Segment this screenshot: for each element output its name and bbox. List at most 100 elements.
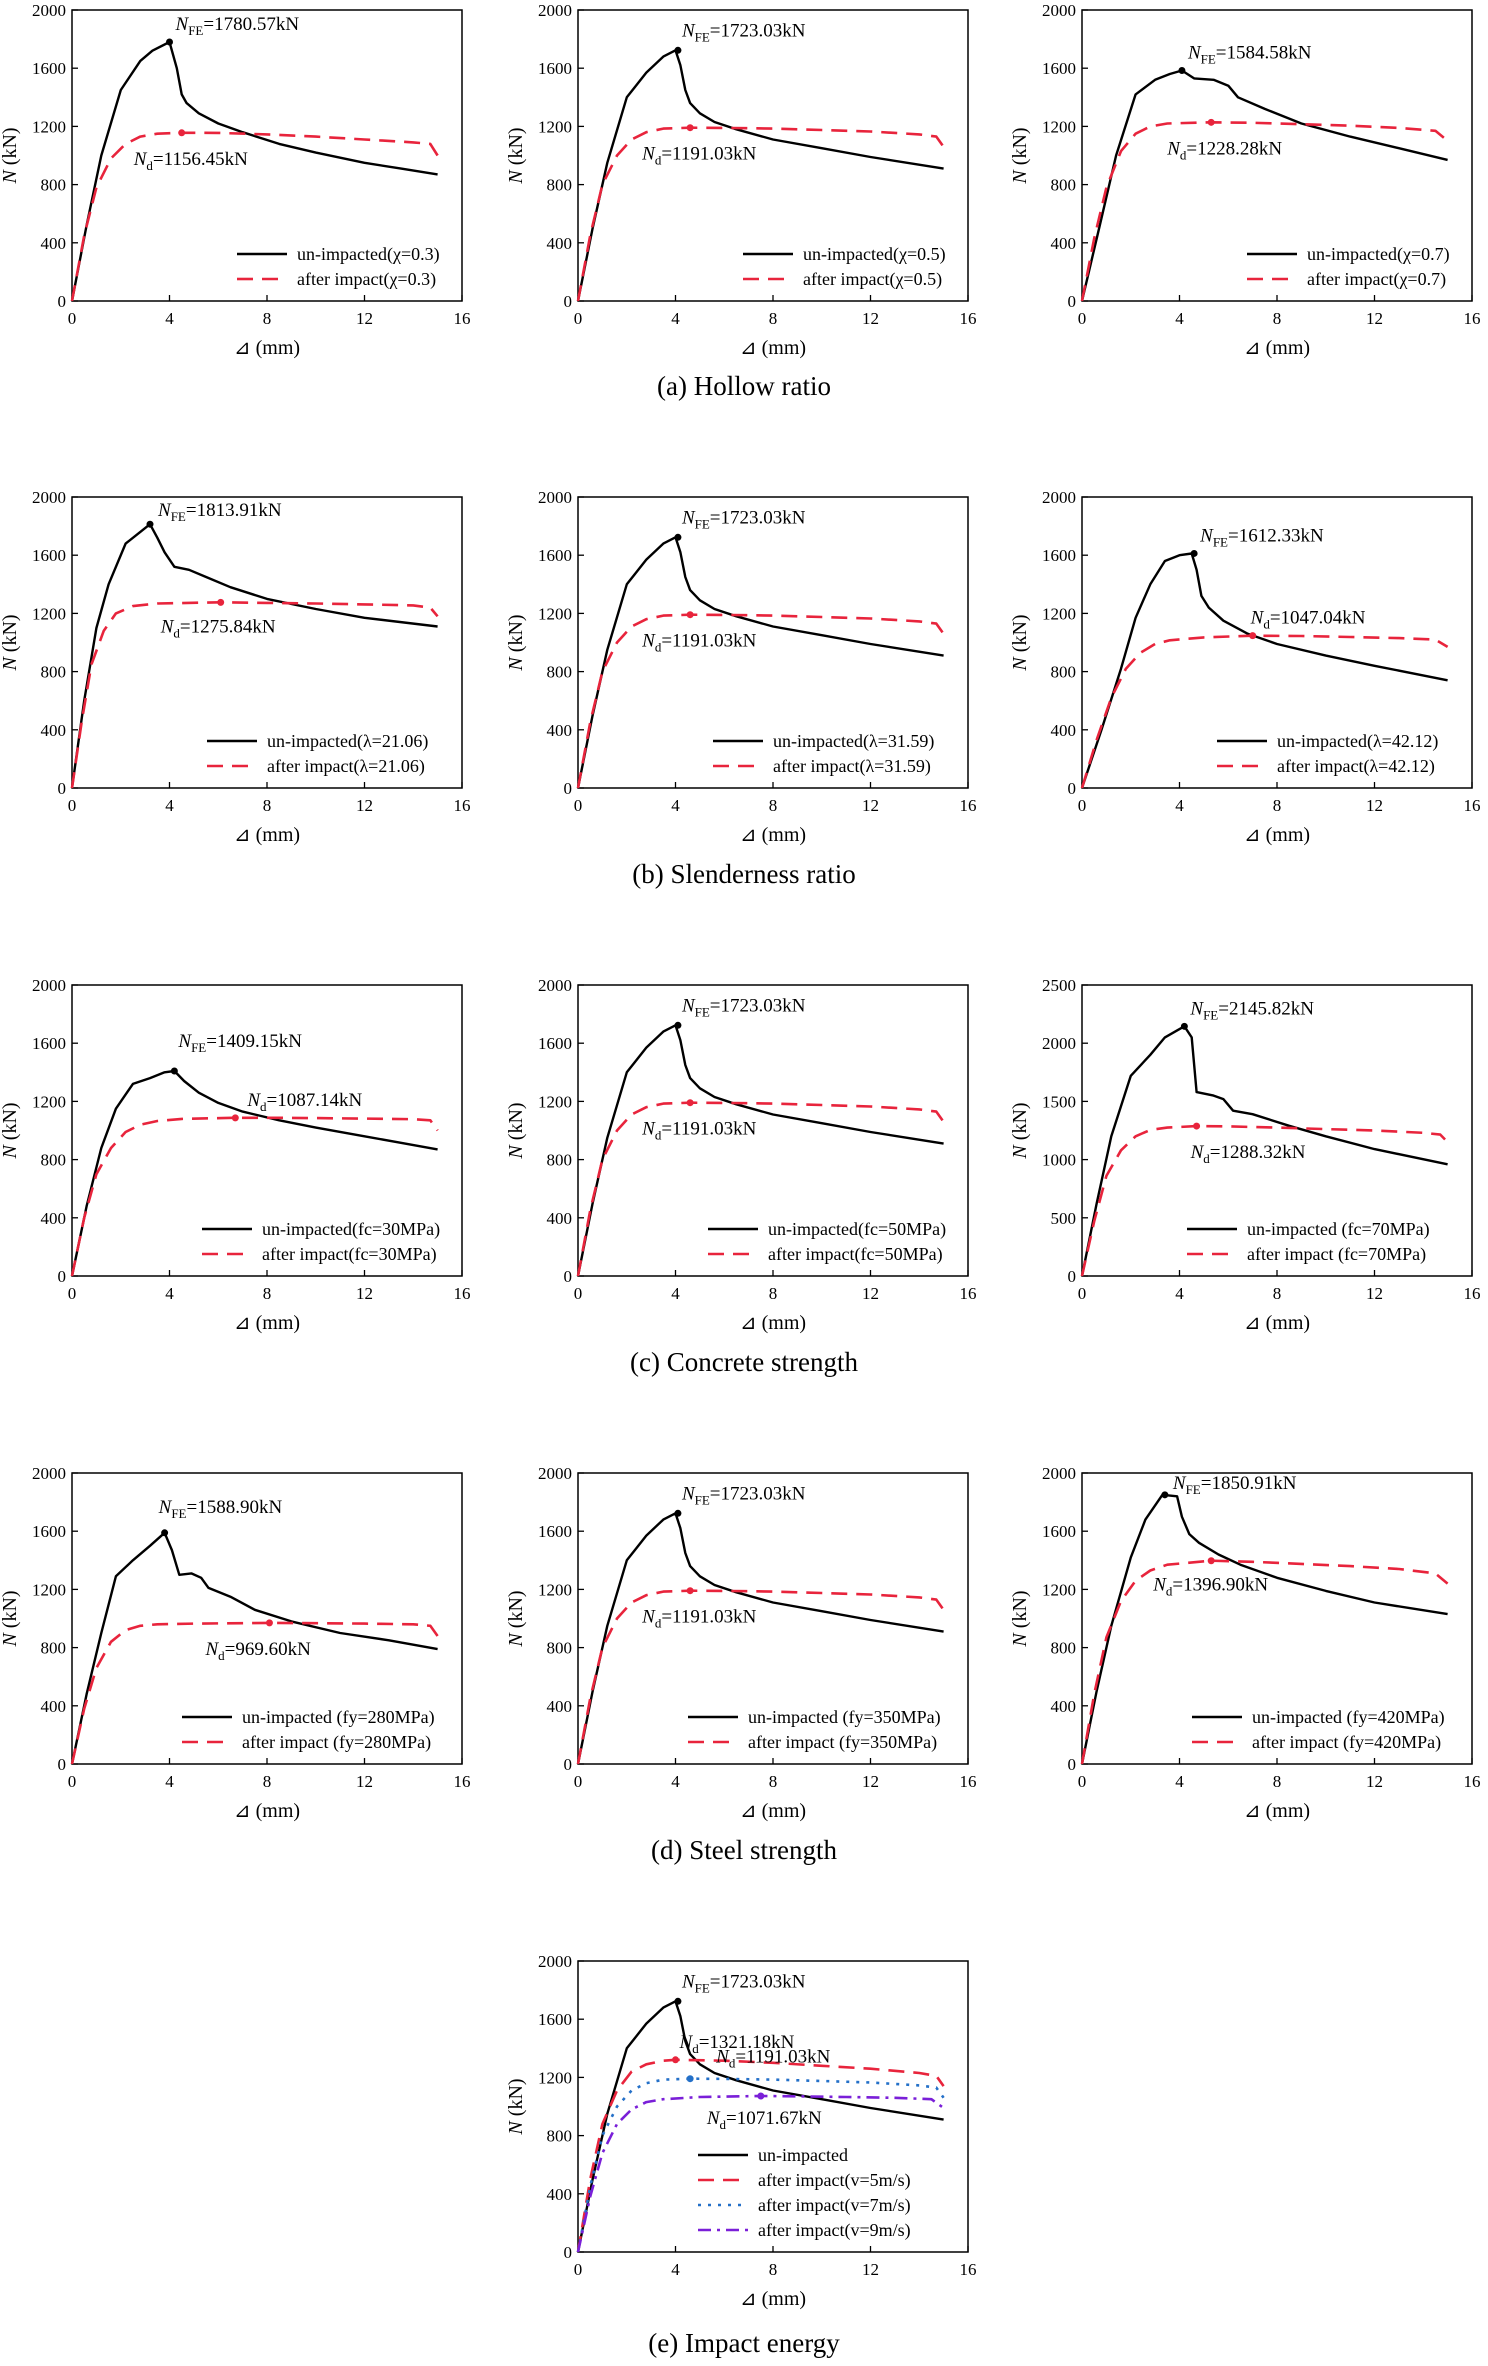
y-axis-label: N (kN) xyxy=(0,614,21,671)
y-tick-label: 2000 xyxy=(1042,1,1076,20)
peak-marker xyxy=(217,598,225,606)
x-tick-label: 4 xyxy=(671,309,680,328)
peak-marker xyxy=(674,1509,682,1517)
x-tick-label: 16 xyxy=(960,1772,977,1791)
annotation-label: Nd=1087.14kN xyxy=(246,1090,362,1114)
legend-label: un-impacted(λ=42.12) xyxy=(1277,731,1438,752)
y-tick-label: 2000 xyxy=(538,1952,572,1971)
peak-marker xyxy=(686,124,694,132)
x-tick-label: 16 xyxy=(960,2260,977,2279)
x-tick-label: 4 xyxy=(671,2260,680,2279)
y-tick-label: 0 xyxy=(564,779,573,798)
x-tick-label: 0 xyxy=(574,1284,583,1303)
y-tick-label: 2000 xyxy=(538,1,572,20)
y-axis-label: N (kN) xyxy=(505,127,527,184)
x-tick-label: 4 xyxy=(165,309,174,328)
legend-label: after impact(λ=31.59) xyxy=(773,756,931,777)
y-tick-label: 1600 xyxy=(32,1034,66,1053)
peak-marker xyxy=(757,2092,765,2100)
y-tick-label: 1200 xyxy=(1042,604,1076,623)
y-tick-label: 400 xyxy=(547,721,573,740)
y-tick-label: 1500 xyxy=(1042,1092,1076,1111)
y-tick-label: 1600 xyxy=(1042,546,1076,565)
x-tick-label: 16 xyxy=(454,309,471,328)
y-tick-label: 1600 xyxy=(32,1522,66,1541)
y-tick-label: 1600 xyxy=(538,1034,572,1053)
chart-panel-c2: 0 4 8 12 16 0 400 800 1200 1600 2000 ⊿ (mm) N (kN) NF… xyxy=(505,976,977,1334)
annotation-label: Nd=1191.03kN xyxy=(641,631,756,655)
y-tick-label: 1200 xyxy=(538,604,572,623)
chart-panel-c1: 0 4 8 12 16 0 400 800 1200 1600 2000 ⊿ (mm) N (kN) NF… xyxy=(0,976,471,1334)
legend-label: after impact (fy=420MPa) xyxy=(1252,1732,1441,1753)
series-line xyxy=(1080,1493,1448,1765)
peak-marker xyxy=(1207,118,1215,126)
x-tick-label: 16 xyxy=(1464,796,1481,815)
x-tick-label: 12 xyxy=(862,2260,879,2279)
annotation-label: NFE=1850.91kN xyxy=(1172,1473,1297,1497)
x-tick-label: 12 xyxy=(1366,796,1383,815)
y-tick-label: 1600 xyxy=(538,59,572,78)
y-axis-label: N (kN) xyxy=(0,1102,21,1159)
x-tick-label: 12 xyxy=(862,796,879,815)
legend-label: after impact (fy=280MPa) xyxy=(242,1732,431,1753)
x-tick-label: 0 xyxy=(68,1284,77,1303)
annotation-label: NFE=1723.03kN xyxy=(681,1971,806,1995)
legend-label: after impact(fc=30MPa) xyxy=(262,1244,437,1265)
y-tick-label: 1200 xyxy=(32,1092,66,1111)
x-tick-label: 16 xyxy=(1464,1772,1481,1791)
x-axis-label: ⊿ (mm) xyxy=(1244,824,1310,846)
series-line xyxy=(70,1621,439,1765)
y-tick-label: 800 xyxy=(547,2127,573,2146)
series-line xyxy=(576,1024,944,1277)
y-axis-label: N (kN) xyxy=(505,1102,527,1159)
legend-label: un-impacted(λ=31.59) xyxy=(773,731,934,752)
peak-marker xyxy=(672,2056,679,2064)
x-tick-label: 0 xyxy=(68,796,77,815)
x-axis-label: ⊿ (mm) xyxy=(740,824,806,846)
legend-label: after impact(λ=21.06) xyxy=(267,756,425,777)
series-line xyxy=(1080,552,1448,789)
series-line xyxy=(576,2094,945,2253)
y-tick-label: 0 xyxy=(58,292,67,311)
y-tick-label: 1600 xyxy=(32,59,66,78)
y-tick-label: 800 xyxy=(1051,176,1077,195)
peak-marker xyxy=(170,1067,178,1075)
annotation-label: NFE=1813.91kN xyxy=(157,500,282,524)
x-tick-label: 8 xyxy=(769,2260,778,2279)
y-tick-label: 1200 xyxy=(538,1092,572,1111)
y-tick-label: 1600 xyxy=(538,2010,572,2029)
y-axis-label: N (kN) xyxy=(1009,1102,1031,1159)
y-tick-label: 400 xyxy=(547,1697,573,1716)
chart-panel-d2: 0 4 8 12 16 0 400 800 1200 1600 2000 ⊿ (mm) N (kN) NF… xyxy=(505,1464,977,1822)
y-tick-label: 400 xyxy=(41,1209,67,1228)
peak-marker xyxy=(1249,632,1257,640)
legend-label: un-impacted (fy=280MPa) xyxy=(242,1707,435,1728)
y-tick-label: 1200 xyxy=(1042,1580,1076,1599)
annotation-label: Nd=1321.18kN xyxy=(679,2032,795,2056)
x-tick-label: 4 xyxy=(165,796,174,815)
legend-label: after impact(v=9m/s) xyxy=(758,2220,911,2241)
y-tick-label: 1200 xyxy=(1042,117,1076,136)
y-axis-label: N (kN) xyxy=(1009,1590,1031,1647)
series-line xyxy=(576,1512,944,1765)
y-tick-label: 800 xyxy=(547,176,573,195)
x-tick-label: 16 xyxy=(454,1284,471,1303)
x-tick-label: 16 xyxy=(1464,309,1481,328)
peak-marker xyxy=(1178,67,1186,75)
y-axis-label: N (kN) xyxy=(0,1590,21,1647)
peak-marker xyxy=(686,611,694,619)
chart-panel-d1: 0 4 8 12 16 0 400 800 1200 1600 2000 ⊿ (mm) N (kN) NF… xyxy=(0,1464,471,1822)
annotation-label: NFE=1723.03kN xyxy=(681,507,806,531)
legend-label: after impact(χ=0.7) xyxy=(1307,269,1446,290)
x-axis-label: ⊿ (mm) xyxy=(234,1312,300,1334)
y-tick-label: 1200 xyxy=(32,117,66,136)
x-tick-label: 8 xyxy=(1273,1284,1282,1303)
y-tick-label: 0 xyxy=(58,1755,67,1774)
y-tick-label: 0 xyxy=(564,292,573,311)
legend-label: after impact(χ=0.3) xyxy=(297,269,436,290)
x-axis-label: ⊿ (mm) xyxy=(234,1800,300,1822)
x-axis-label: ⊿ (mm) xyxy=(1244,1800,1310,1822)
legend-label: after impact (fc=70MPa) xyxy=(1247,1244,1426,1265)
y-tick-label: 0 xyxy=(564,1267,573,1286)
